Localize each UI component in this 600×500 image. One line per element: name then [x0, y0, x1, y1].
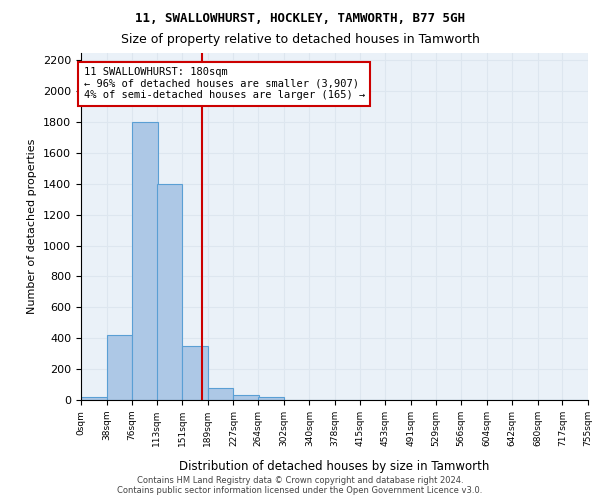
- Bar: [132, 122, 158, 400]
- Bar: [157, 184, 182, 400]
- Text: 11, SWALLOWHURST, HOCKLEY, TAMWORTH, B77 5GH: 11, SWALLOWHURST, HOCKLEY, TAMWORTH, B77…: [135, 12, 465, 26]
- Text: Contains HM Land Registry data © Crown copyright and database right 2024.
Contai: Contains HM Land Registry data © Crown c…: [118, 476, 482, 495]
- Bar: [208, 388, 233, 400]
- Bar: [81, 397, 107, 400]
- X-axis label: Distribution of detached houses by size in Tamworth: Distribution of detached houses by size …: [179, 460, 490, 473]
- Text: 11 SWALLOWHURST: 180sqm
← 96% of detached houses are smaller (3,907)
4% of semi-: 11 SWALLOWHURST: 180sqm ← 96% of detache…: [83, 67, 365, 100]
- Bar: [182, 346, 208, 400]
- Bar: [107, 335, 132, 400]
- Bar: [233, 396, 259, 400]
- Y-axis label: Number of detached properties: Number of detached properties: [28, 138, 37, 314]
- Bar: [258, 397, 284, 400]
- Text: Size of property relative to detached houses in Tamworth: Size of property relative to detached ho…: [121, 32, 479, 46]
